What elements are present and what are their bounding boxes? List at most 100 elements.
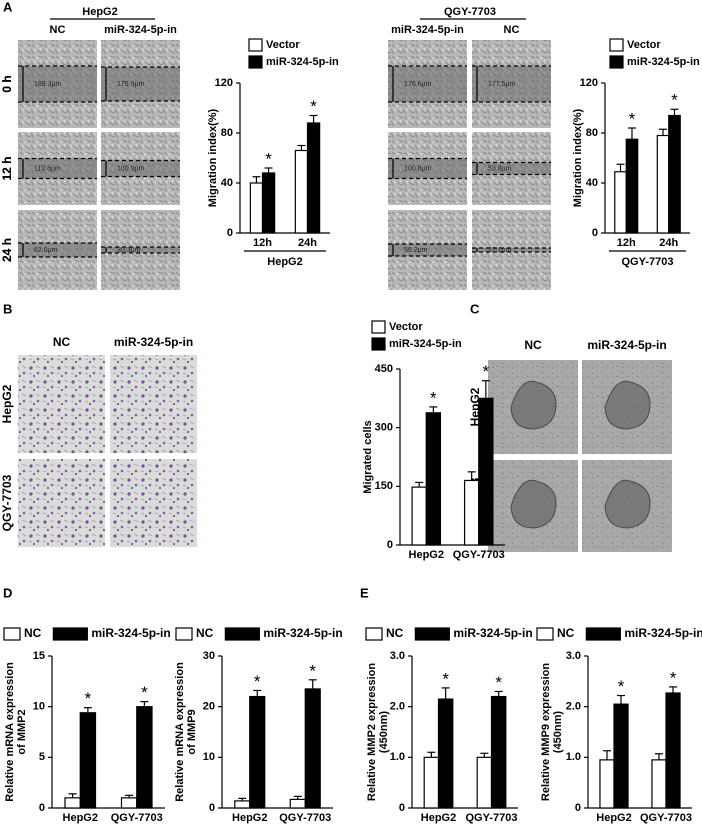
significance: * <box>141 683 148 702</box>
y-tick-label: 10 <box>203 751 215 763</box>
scratch-gap <box>388 244 467 256</box>
spheroid <box>604 479 651 529</box>
legend-swatch <box>248 55 263 69</box>
bar <box>234 800 251 809</box>
bar <box>463 479 480 546</box>
significance: * <box>309 661 316 680</box>
y-tick-label: 450 <box>375 363 393 375</box>
column-label: NC <box>53 335 71 349</box>
measurement: 53.8μm <box>488 165 512 172</box>
legend-label: miR-324-5p-in <box>263 626 342 640</box>
legend-swatch <box>52 627 88 641</box>
measurement: 176.9μm <box>117 81 145 88</box>
scratch-gap <box>472 66 551 102</box>
group-label: HepG2 <box>267 256 302 268</box>
measurement: 100.9μm <box>117 165 145 172</box>
bar <box>249 695 266 809</box>
bar <box>306 122 321 234</box>
bar <box>490 695 507 809</box>
legend-swatch <box>248 38 263 52</box>
y-tick-label: 40 <box>586 177 598 189</box>
column-label: NC <box>50 24 66 36</box>
bar <box>665 692 681 809</box>
significance: * <box>254 672 261 691</box>
bar <box>599 759 615 809</box>
measurement: 110.8μm <box>34 165 61 172</box>
column-label: miR-324-5p-in <box>104 24 177 36</box>
scratch-gap <box>388 66 467 102</box>
bar <box>476 756 493 809</box>
panel-label: B <box>3 301 12 316</box>
y-tick-label: 2.0 <box>566 701 581 713</box>
significance: * <box>85 689 92 708</box>
x-tick-label: 12h <box>617 237 636 249</box>
y-tick-label: 0 <box>227 227 233 239</box>
micrograph <box>110 459 197 547</box>
y-tick-label: 80 <box>221 127 233 139</box>
group-header: QGY-7703 <box>444 6 496 18</box>
bar <box>289 798 306 809</box>
scratch-gap <box>18 66 97 102</box>
legend-label: NC <box>557 626 575 640</box>
y-tick-label: 80 <box>586 127 598 139</box>
row-label: QGY-7703 <box>0 474 14 531</box>
legend-label: miR-324-5p-in <box>627 56 700 68</box>
y-tick-label: 0 <box>575 802 581 814</box>
y-tick-label: 0 <box>592 227 598 239</box>
significance: * <box>671 91 678 110</box>
bar <box>656 134 670 234</box>
row-label: 0 h <box>0 75 14 92</box>
column-label: miR-324-5p-in <box>114 335 193 349</box>
column-label: NC <box>524 338 542 352</box>
legend-label: miR-324-5p-in <box>91 626 170 640</box>
spheroid <box>510 479 557 529</box>
measurement: 100.8μm <box>404 165 432 172</box>
y-tick-label: 0 <box>209 802 215 814</box>
group-header: HepG2 <box>82 6 117 18</box>
column-label: miR-324-5p-in <box>587 338 666 352</box>
legend-swatch <box>609 38 624 52</box>
bar <box>614 171 627 234</box>
bar <box>120 797 138 809</box>
legend-label: miR-324-5p-in <box>266 56 339 68</box>
bar <box>64 797 81 809</box>
spheroid <box>510 380 557 430</box>
legend-label: NC <box>196 626 214 640</box>
y-axis-title: Relative mRNA expression <box>174 662 186 802</box>
legend-swatch <box>224 627 260 641</box>
bar <box>79 712 97 809</box>
legend-label: NC <box>386 626 404 640</box>
measurement: 177.5μm <box>488 81 516 88</box>
legend-label: Vector <box>627 39 661 51</box>
legend-swatch <box>585 627 621 641</box>
x-tick-label: 24h <box>298 237 317 249</box>
spheroid <box>604 380 651 430</box>
bar <box>613 703 629 809</box>
micrograph <box>110 355 197 453</box>
y-tick-label: 0 <box>39 802 45 814</box>
y-tick-label: 5 <box>39 751 45 763</box>
bar <box>294 149 309 234</box>
panel-label: A <box>3 0 13 14</box>
significance: * <box>442 669 449 688</box>
y-axis-title: (450nm) <box>552 711 564 754</box>
scratch-gap <box>388 158 467 179</box>
column-label: miR-324-5p-in <box>391 24 464 36</box>
y-tick-label: 2.0 <box>390 701 405 713</box>
y-tick-label: 120 <box>580 77 598 89</box>
y-axis-title: Relative mRNA expression <box>4 662 16 802</box>
panel-label: C <box>470 301 480 316</box>
significance: * <box>265 149 272 168</box>
scratch-gap <box>472 248 551 252</box>
x-tick-label: HepG2 <box>421 812 456 824</box>
y-axis-title: Migration index(%) <box>572 108 584 207</box>
significance: * <box>430 388 437 407</box>
significance: * <box>483 362 490 381</box>
bar <box>478 397 494 546</box>
legend-label: miR-324-5p-in <box>453 626 532 640</box>
row-label: 12 h <box>0 156 14 180</box>
y-tick-label: 30 <box>203 650 215 662</box>
y-tick-label: 10 <box>33 701 45 713</box>
measurement: 82.0μm <box>34 247 58 254</box>
y-axis-title: of MMP9 <box>186 709 198 754</box>
